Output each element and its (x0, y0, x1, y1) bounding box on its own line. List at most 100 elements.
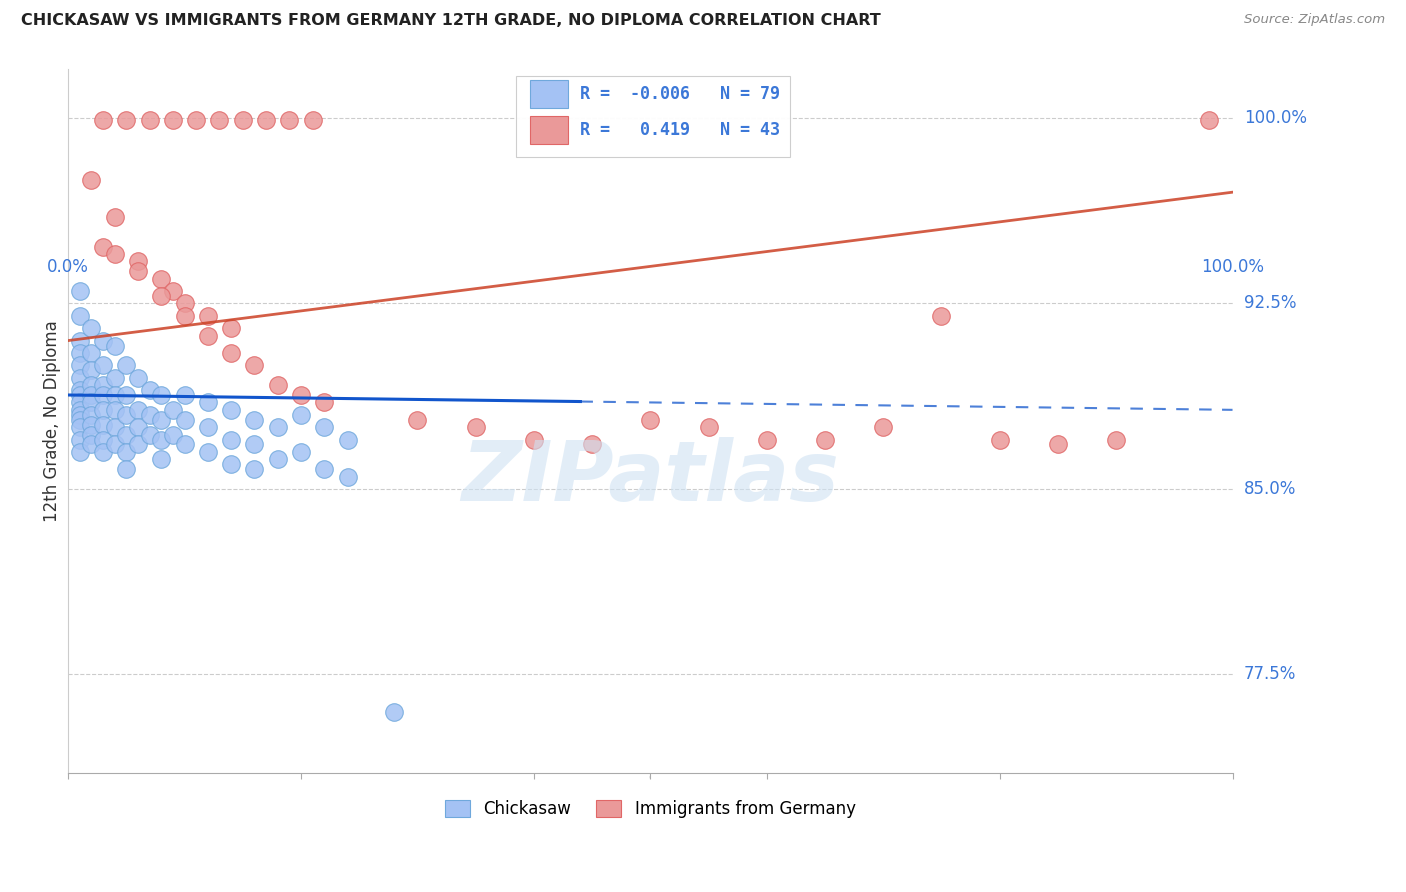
Point (69, 408, 91, 422)
Point (931, 309, 953, 323)
Point (69, 284, 91, 298)
Point (80, 388, 103, 402)
Point (104, 338, 127, 352)
Point (197, 445, 219, 459)
Point (219, 402, 242, 417)
Point (464, 420, 486, 434)
Text: 85.0%: 85.0% (1244, 480, 1296, 498)
Point (69, 413, 91, 427)
Point (80, 437, 103, 451)
Point (290, 408, 312, 422)
Bar (530, 116, 568, 145)
Point (80, 363, 103, 377)
Point (80, 378, 103, 392)
Point (104, 388, 127, 402)
Legend: Chickasaw, Immigrants from Germany: Chickasaw, Immigrants from Germany (439, 794, 862, 825)
Point (115, 427, 138, 442)
Point (104, 402, 127, 417)
Text: 0.0%: 0.0% (48, 258, 89, 277)
Point (115, 408, 138, 422)
Point (197, 395, 219, 409)
Bar (530, 79, 568, 108)
Point (138, 408, 160, 422)
Point (69, 445, 91, 459)
Point (150, 388, 173, 402)
Point (80, 173, 103, 187)
Point (69, 309, 91, 323)
Point (290, 445, 312, 459)
Point (138, 427, 160, 442)
Point (243, 437, 266, 451)
Point (91, 402, 114, 417)
Point (104, 420, 127, 434)
Point (69, 388, 91, 402)
Point (173, 296, 195, 310)
Point (69, 395, 91, 409)
Point (219, 457, 242, 471)
Point (173, 413, 195, 427)
Point (640, 413, 662, 427)
Point (150, 289, 173, 303)
Point (115, 113, 138, 128)
Point (127, 264, 149, 278)
Point (80, 395, 103, 409)
Point (150, 452, 173, 467)
Point (115, 445, 138, 459)
Point (872, 420, 894, 434)
Point (150, 413, 173, 427)
Point (219, 433, 242, 447)
Point (314, 420, 336, 434)
Point (80, 321, 103, 335)
Point (69, 359, 91, 373)
Point (208, 113, 231, 128)
Point (301, 113, 323, 128)
Text: 77.5%: 77.5% (1244, 665, 1296, 683)
Point (254, 113, 277, 128)
Point (80, 408, 103, 422)
Point (336, 433, 359, 447)
Text: 100.0%: 100.0% (1244, 109, 1306, 127)
FancyBboxPatch shape (516, 76, 790, 157)
Point (162, 284, 184, 298)
Text: Source: ZipAtlas.com: Source: ZipAtlas.com (1244, 13, 1385, 27)
Text: 92.5%: 92.5% (1244, 294, 1296, 312)
Point (69, 334, 91, 348)
Point (150, 433, 173, 447)
Point (162, 427, 184, 442)
Point (988, 433, 1011, 447)
Point (243, 413, 266, 427)
Point (336, 469, 359, 483)
Point (523, 433, 546, 447)
Point (219, 321, 242, 335)
Point (80, 427, 103, 442)
Point (138, 113, 160, 128)
Point (69, 383, 91, 397)
Point (127, 420, 149, 434)
Point (80, 346, 103, 360)
Point (91, 417, 114, 432)
Point (266, 420, 288, 434)
Point (1105, 433, 1128, 447)
Point (197, 420, 219, 434)
Point (127, 370, 149, 384)
Point (104, 370, 127, 384)
Point (162, 402, 184, 417)
Point (127, 254, 149, 268)
Point (243, 359, 266, 373)
Point (150, 272, 173, 286)
Point (243, 462, 266, 476)
Point (69, 433, 91, 447)
Point (91, 359, 114, 373)
Point (91, 113, 114, 128)
Y-axis label: 12th Grade, No Diploma: 12th Grade, No Diploma (44, 320, 60, 522)
Point (104, 210, 127, 224)
Point (173, 437, 195, 451)
Text: R =   0.419   N = 43: R = 0.419 N = 43 (581, 121, 780, 139)
Point (314, 462, 336, 476)
Point (219, 346, 242, 360)
Point (115, 462, 138, 476)
Point (104, 247, 127, 261)
Point (1198, 113, 1220, 128)
Point (406, 413, 429, 427)
Point (266, 452, 288, 467)
